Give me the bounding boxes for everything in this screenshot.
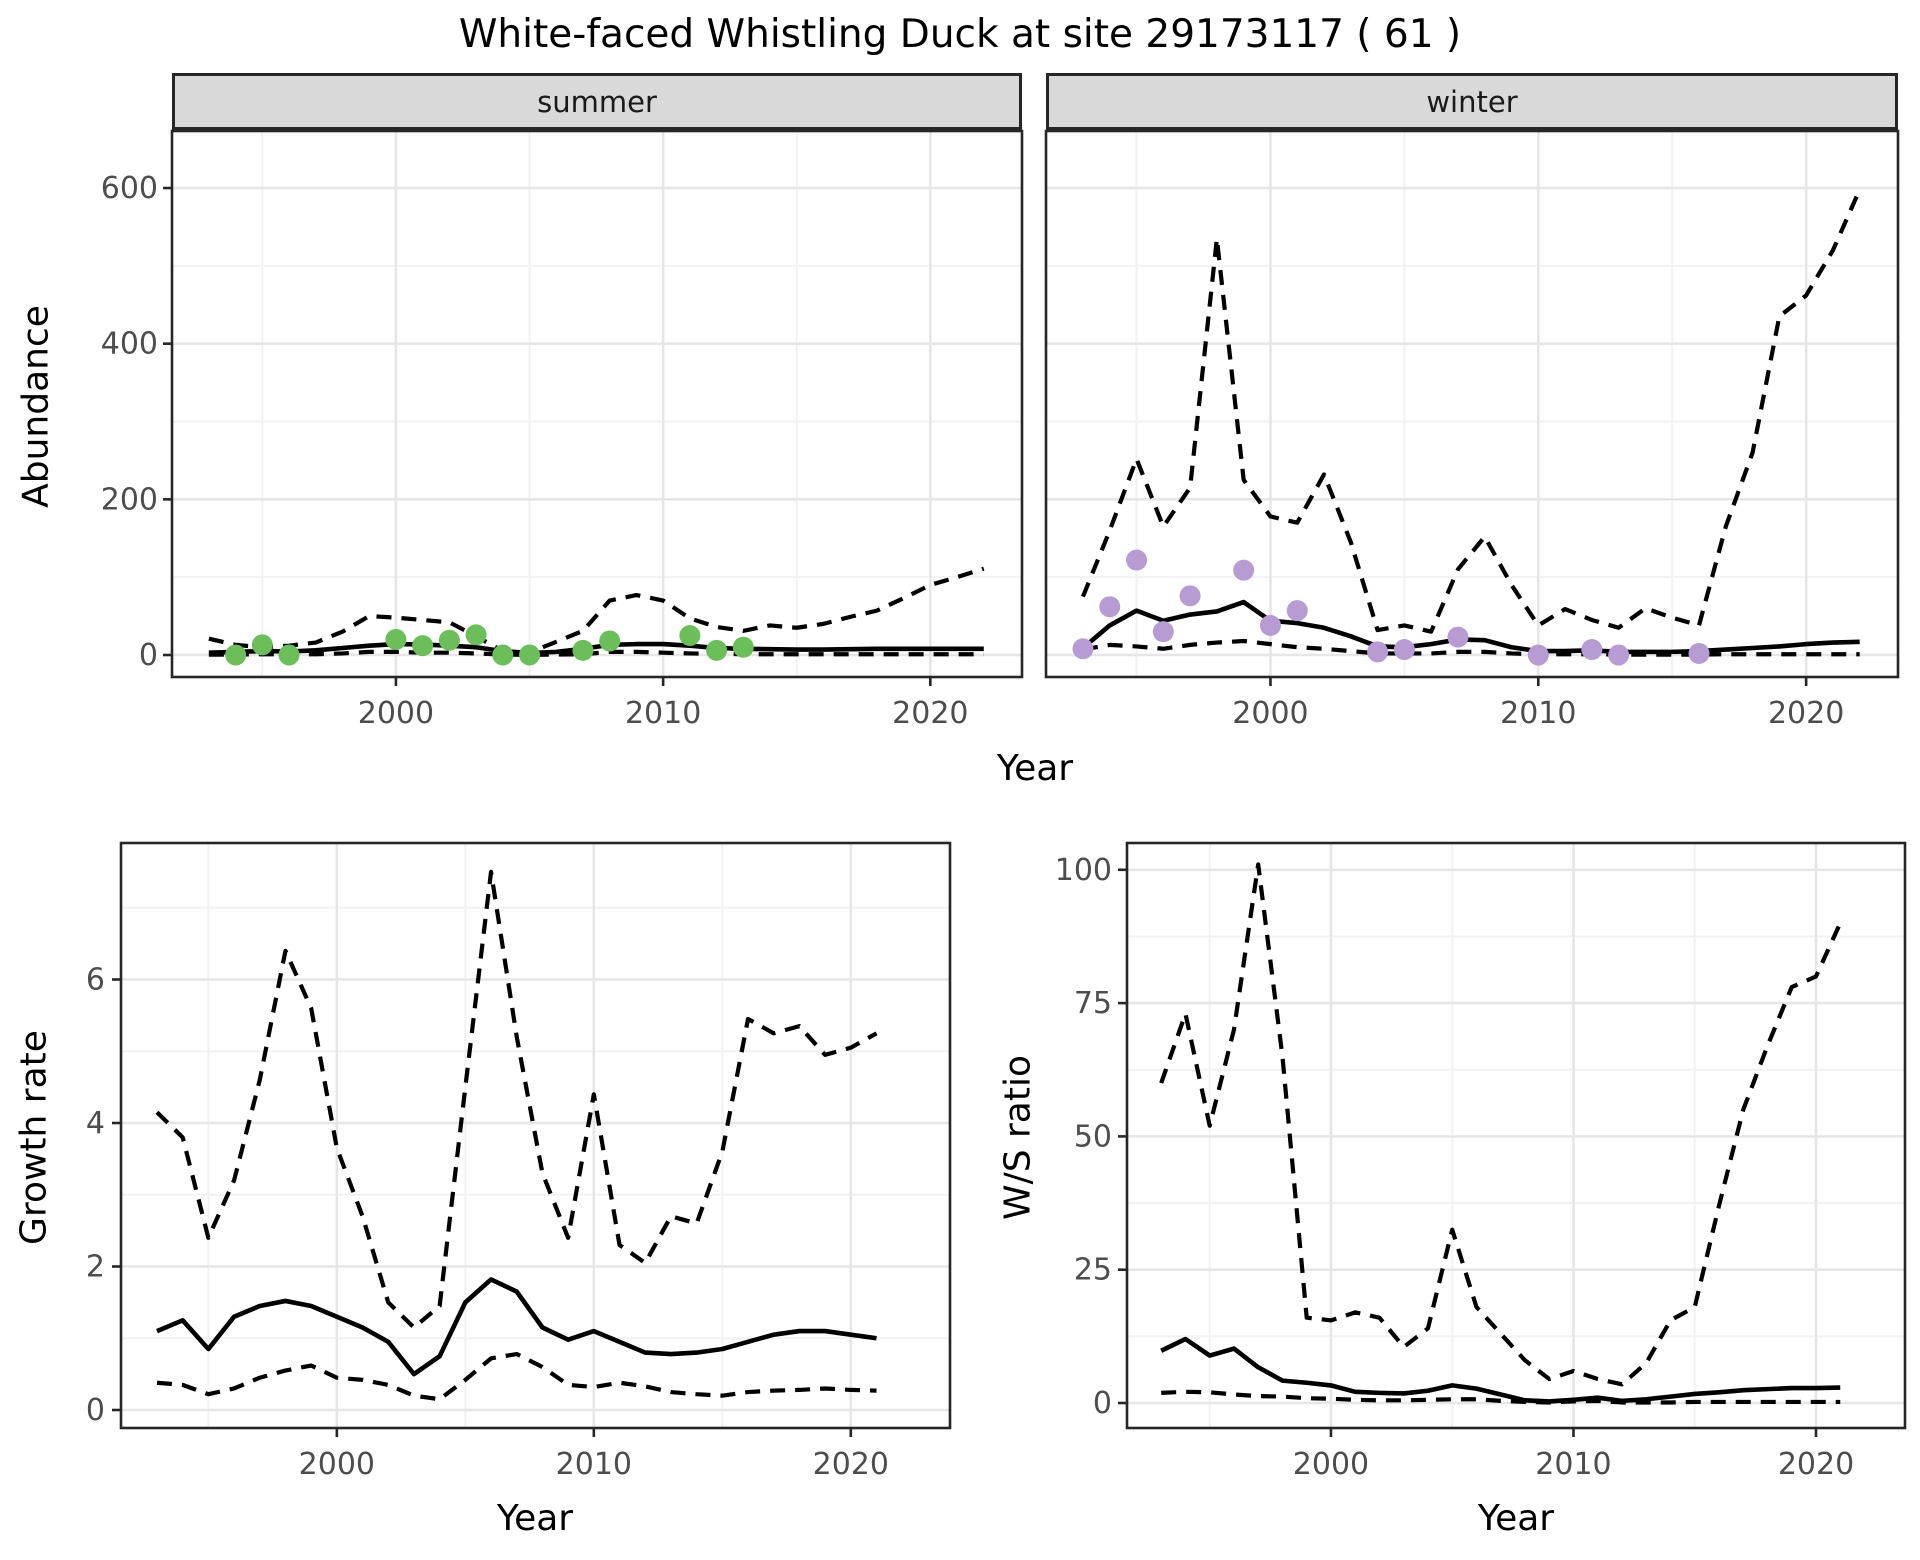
series-line-upper_ci [155,869,878,1330]
data-point-observed_counts [438,629,460,651]
panel-border [1044,129,1900,679]
data-point-observed_counts [225,644,247,666]
data-point-observed_counts [706,639,728,661]
x-tick-label: 2020 [892,696,968,731]
x-tick-label: 2000 [1232,696,1308,731]
series-line-lower_ci [1082,638,1860,657]
data-point-observed_counts [1152,621,1174,643]
data-point-observed_counts [1367,641,1389,663]
facet-strip-winter-label: winter [1426,84,1518,119]
data-point-observed_counts [1527,644,1549,666]
data-point-observed_counts [1447,626,1469,648]
panel-growth-rate: 2000 2010 2020 0 2 4 6 [86,841,952,1482]
x-tick-label: 2020 [1778,1447,1854,1482]
series-line-modelled_mean [208,641,984,656]
panel-ws-ratio: 2000 2010 2020 0 25 50 75 100 [1055,841,1907,1482]
series-line-upper_ci [208,566,985,655]
series-line-modelled_mean [1160,1336,1841,1404]
data-point-observed_counts [1233,559,1255,581]
y-tick-label: 2 [86,1250,105,1285]
data-point-observed_counts [412,635,434,657]
y-tick-label: 25 [1074,1253,1112,1288]
data-point-observed_counts [1099,596,1121,618]
y-axis-title-ws-ratio: W/S ratio [997,1054,1039,1221]
series-line-upper_ci [1159,862,1843,1387]
series-line-lower_ci [156,1351,877,1402]
series-line-lower_ci [1161,1389,1841,1405]
y-tick-label: 50 [1074,1119,1112,1154]
series-line-modelled_mean [156,1277,877,1377]
panel-border [119,841,952,1430]
data-point-observed_counts [465,624,487,646]
x-tick-label: 2020 [813,1447,889,1482]
data-point-observed_counts [679,625,701,647]
data-point-observed_counts [1581,639,1603,661]
data-point-observed_counts [278,644,300,666]
data-point-observed_counts [519,644,541,666]
x-axis-title-year-bottom-right: Year [1477,1498,1555,1539]
y-tick-label: 75 [1074,986,1112,1021]
y-tick-label: 6 [86,963,105,998]
data-point-observed_counts [1072,638,1094,660]
y-tick-label: 100 [1055,853,1112,888]
data-point-observed_counts [1608,644,1630,666]
x-axis-title-year-top: Year [996,748,1074,789]
y-tick-label: 0 [86,1393,105,1428]
y-axis-title-growth-rate: Growth rate [13,1030,55,1245]
x-tick-label: 2020 [1768,696,1844,731]
facet-strip-summer-label: summer [537,84,657,119]
data-point-observed_counts [732,636,754,658]
y-tick-label: 4 [86,1106,105,1141]
y-tick-label: 200 [101,482,158,517]
x-tick-label: 2000 [358,696,434,731]
data-point-observed_counts [1126,549,1148,571]
data-point-observed_counts [1286,600,1308,622]
x-tick-label: 2010 [625,696,701,731]
x-tick-label: 2010 [1535,1447,1611,1482]
series-line-modelled_mean [1081,599,1860,655]
x-tick-label: 2000 [299,1447,375,1482]
y-tick-label: 400 [101,327,158,362]
data-point-observed_counts [1688,642,1710,664]
data-point-observed_counts [1179,585,1201,607]
y-tick-label: 0 [1093,1386,1112,1421]
panel-background [172,131,1022,677]
data-point-observed_counts [385,628,407,650]
y-axis-title-abundance: Abundance [15,305,57,508]
x-axis-title-year-bottom-left: Year [496,1498,574,1539]
data-point-observed_counts [1259,614,1281,636]
data-point-observed_counts [572,639,594,661]
x-tick-label: 2010 [1500,696,1576,731]
series-line-lower_ci [208,649,984,657]
x-tick-label: 2000 [1293,1447,1369,1482]
panel-abundance-winter: 2000 2010 2020 [1044,129,1900,731]
plot-title: White-faced Whistling Duck at site 29173… [458,12,1462,57]
panel-border [170,129,1024,679]
data-point-observed_counts [599,630,621,652]
data-point-observed_counts [1393,639,1415,661]
y-tick-label: 600 [101,171,158,206]
panel-abundance-summer: 2000 2010 2020 0 200 400 600 [101,129,1024,731]
series-line-upper_ci [1081,188,1862,634]
data-point-observed_counts [251,634,273,656]
data-point-observed_counts [492,644,514,666]
panel-background [1046,131,1898,677]
facet-strip-winter: winter [1046,73,1898,130]
x-tick-label: 2010 [556,1447,632,1482]
y-tick-label: 0 [139,638,158,673]
facet-strip-summer: summer [172,73,1022,130]
